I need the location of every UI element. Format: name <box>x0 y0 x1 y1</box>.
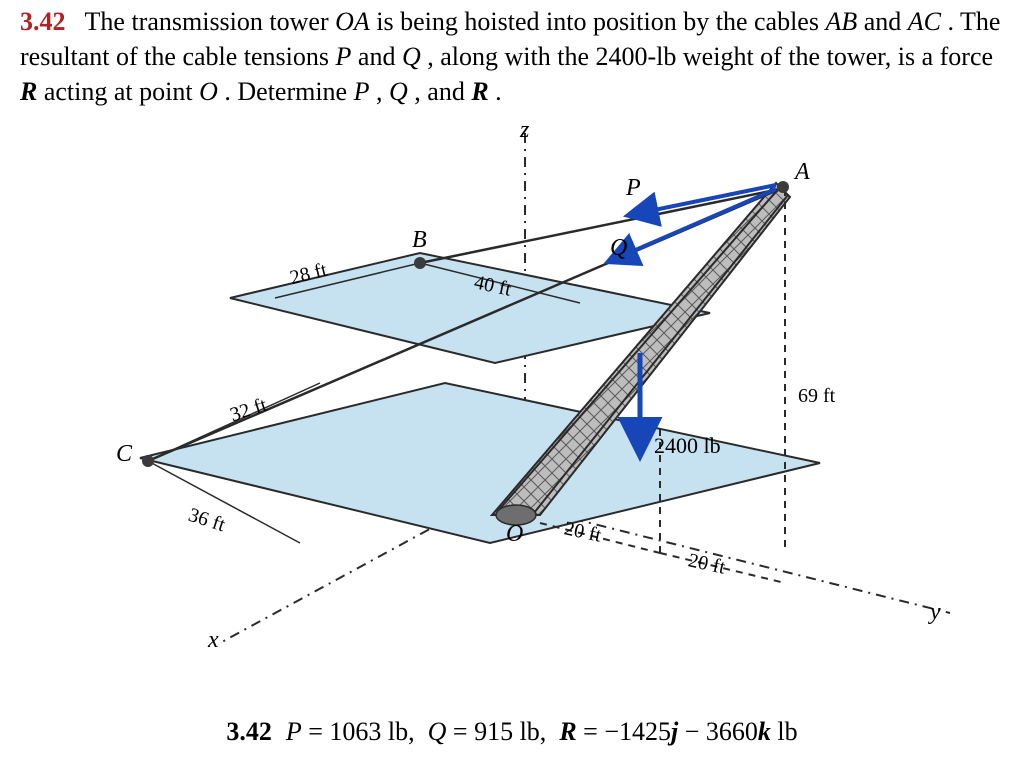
label-A: A <box>795 159 810 186</box>
problem-statement: 3.42 The transmission tower OA is being … <box>20 0 1004 109</box>
sym-P2: P <box>354 77 370 106</box>
sym-R2: R <box>471 77 488 106</box>
label-y: y <box>930 599 941 626</box>
answer-number: 3.42 <box>226 717 272 747</box>
problem-text-1: The transmission tower <box>85 7 336 36</box>
axis-x <box>220 518 450 643</box>
problem-text-2: is being hoisted into position by the ca… <box>376 7 825 36</box>
problem-text-12: . <box>495 77 502 106</box>
node-B <box>414 257 426 269</box>
label-x: x <box>208 627 219 654</box>
problem-text-11: , and <box>414 77 471 106</box>
problem-text-5: and <box>358 42 402 71</box>
axis-y <box>550 513 950 613</box>
answer-line: 3.42 P = 1063 lb, Q = 915 lb, R = −1425j… <box>0 717 1024 747</box>
sym-OA: OA <box>335 7 370 36</box>
label-Q: Q <box>610 235 627 262</box>
label-z: z <box>520 117 529 144</box>
label-C: C <box>116 441 132 468</box>
sym-AB: AB <box>825 7 857 36</box>
node-A <box>777 181 789 193</box>
node-C <box>142 455 154 467</box>
problem-text-6: , along with the <box>427 42 595 71</box>
label-P: P <box>626 175 641 202</box>
sym-AC: AC <box>908 7 941 36</box>
problem-text-8: acting at point <box>44 77 199 106</box>
sym-O: O <box>199 77 218 106</box>
problem-text-7: weight of the tower, is a force <box>683 42 993 71</box>
problem-text-3: and <box>864 7 908 36</box>
label-B: B <box>412 227 427 254</box>
sym-weight: 2400-lb <box>596 42 677 71</box>
problem-text-10: , <box>376 77 389 106</box>
problem-number: 3.42 <box>20 7 66 36</box>
figure: A B C O z x y P Q 2400 lb 28 ft 40 ft 32… <box>20 123 1004 663</box>
sym-P: P <box>336 42 352 71</box>
problem-text-9: . Determine <box>224 77 353 106</box>
dim-69: 69 ft <box>798 385 835 408</box>
sym-Q2: Q <box>389 77 408 106</box>
sym-R: R <box>20 77 37 106</box>
label-weight: 2400 lb <box>654 433 721 459</box>
sym-Q: Q <box>402 42 421 71</box>
label-O: O <box>506 521 523 548</box>
